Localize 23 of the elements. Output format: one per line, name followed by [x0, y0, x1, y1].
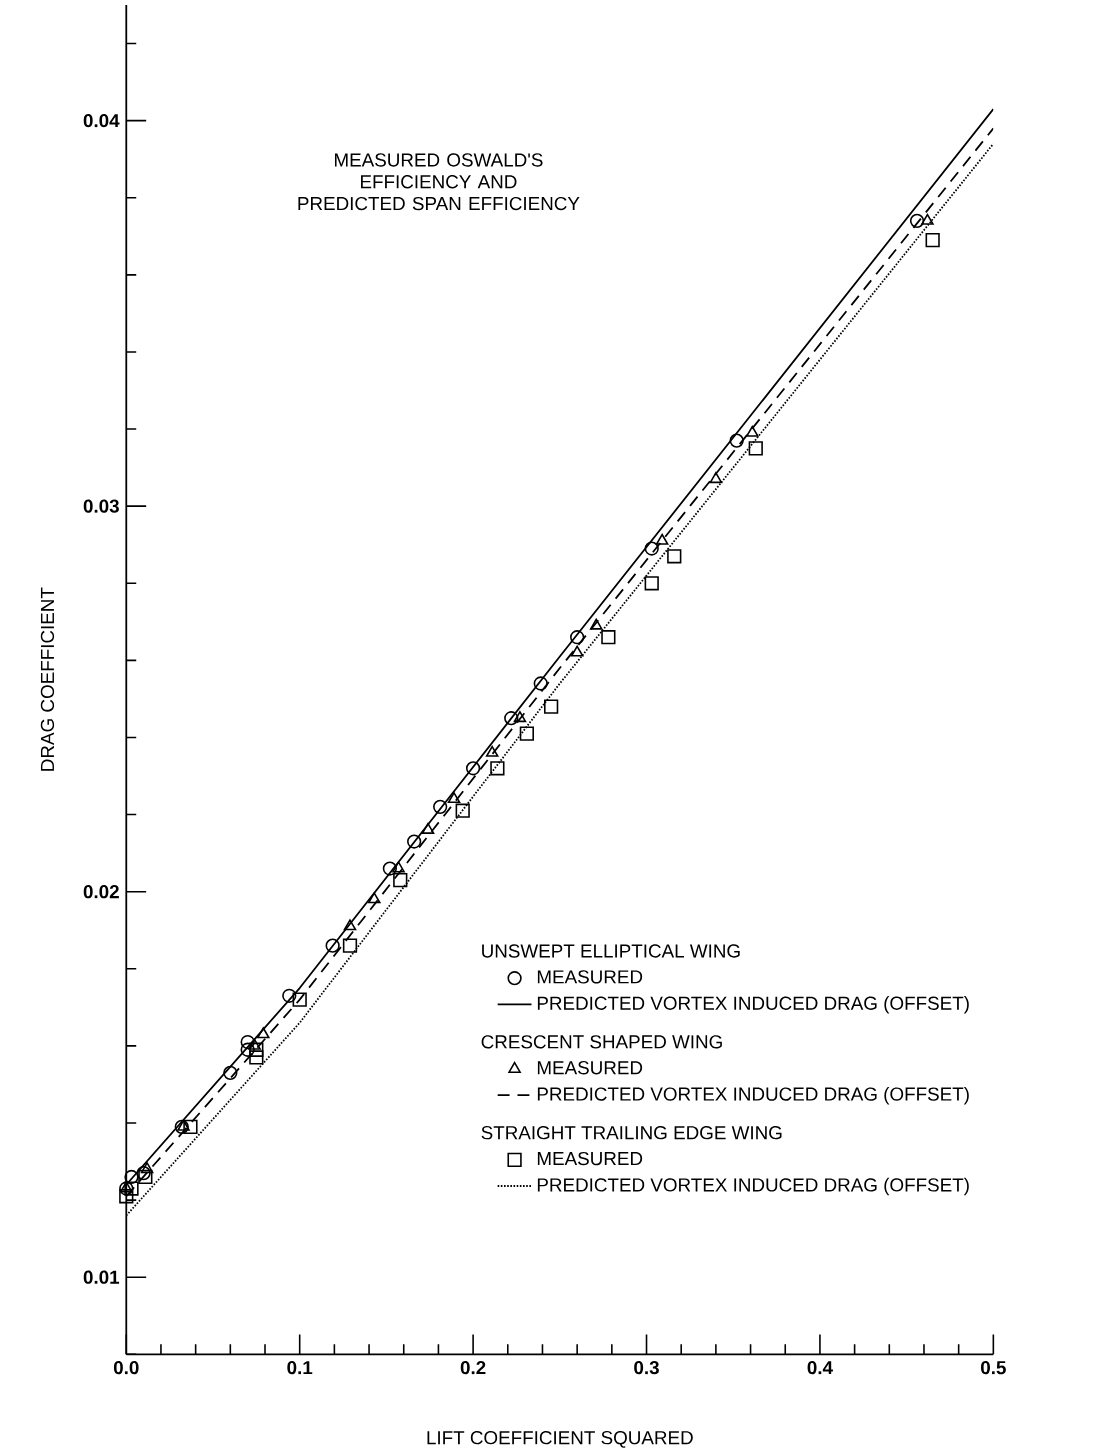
legend-label: MEASURED [538, 1061, 643, 1075]
annotation: CRESCENT SHAPED WING [481, 1035, 722, 1049]
y-tick-label: 0.03 [83, 499, 120, 513]
y-tick-label: 0.04 [83, 113, 120, 128]
y-tick-label: 0.02 [83, 885, 119, 899]
x-tick-label: 0.4 [807, 1360, 834, 1375]
y-axis-title: DRAG COEFFICIENT [40, 587, 55, 771]
legend-label: MEASURED [538, 1151, 643, 1166]
y-tick-label: 0.01 [83, 1270, 120, 1284]
text: MEASURED OSWALD'S EFFICIENCY AND [335, 153, 543, 189]
legend-label: MEASURED [538, 970, 643, 984]
x-tick-label: 0.2 [460, 1360, 486, 1375]
x-tick-label: 0.5 [981, 1360, 1007, 1375]
legend-label: PREDICTED VORTEX INDUCED DRAG (OFFSET) [538, 1086, 969, 1105]
text: PREDICTED SPAN EFFICIENCY [298, 196, 580, 211]
x-tick-label: 0.3 [634, 1360, 660, 1375]
legend-label: PREDICTED VORTEX INDUCED DRAG (OFFSET) [538, 996, 969, 1014]
x-axis-title: LIFT COEFFICIENT SQUARED [427, 1431, 693, 1448]
annotation: UNSWEPT ELLIPTICAL WING [482, 944, 740, 958]
annotation: STRAIGHT TRAILING EDGE WING [481, 1126, 782, 1140]
x-tick-label: 0.0 [114, 1360, 139, 1375]
legend-label: PREDICTED VORTEX INDUCED DRAG (OFFSET) [538, 1177, 969, 1196]
x-tick-label: 0.1 [287, 1360, 313, 1375]
